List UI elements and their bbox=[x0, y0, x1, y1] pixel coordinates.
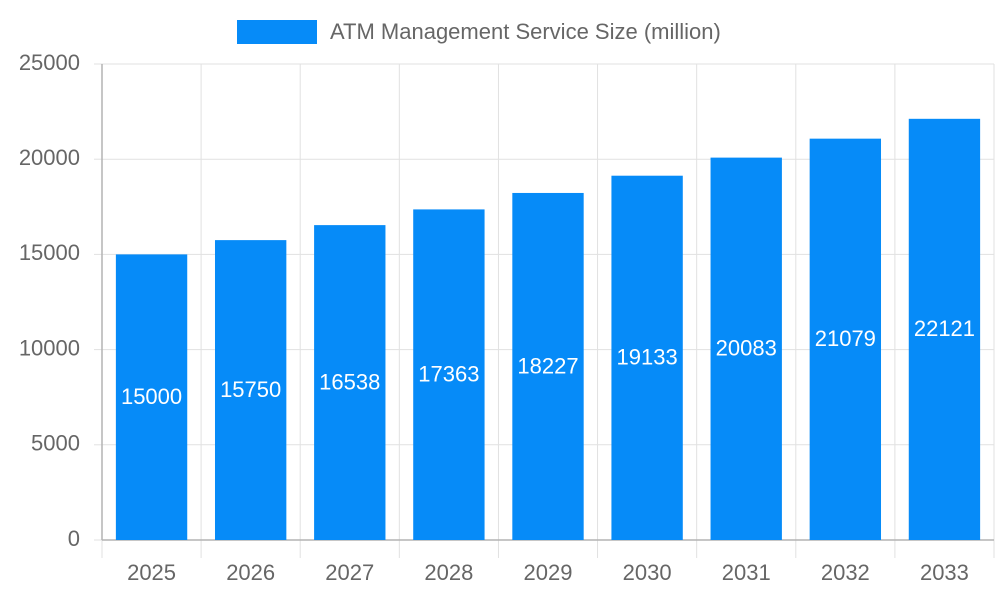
data-label: 18227 bbox=[517, 353, 578, 378]
x-tick-label: 2025 bbox=[127, 560, 176, 585]
legend: ATM Management Service Size (million) bbox=[237, 19, 721, 44]
data-label: 21079 bbox=[815, 326, 876, 351]
bar bbox=[314, 225, 386, 540]
y-tick-label: 25000 bbox=[19, 50, 80, 75]
y-tick-label: 0 bbox=[68, 526, 80, 551]
x-tick-label: 2026 bbox=[226, 560, 275, 585]
bar bbox=[908, 118, 981, 540]
y-tick-label: 10000 bbox=[19, 335, 80, 360]
data-label: 17363 bbox=[418, 362, 479, 387]
data-label: 19133 bbox=[617, 345, 678, 370]
data-label: 20083 bbox=[716, 336, 777, 361]
bar bbox=[611, 175, 683, 540]
data-label: 15000 bbox=[121, 384, 182, 409]
x-tick-label: 2032 bbox=[821, 560, 870, 585]
data-label: 22121 bbox=[914, 316, 975, 341]
bar bbox=[710, 157, 782, 540]
data-label: 16538 bbox=[319, 369, 380, 394]
x-tick-label: 2030 bbox=[623, 560, 672, 585]
x-tick-label: 2031 bbox=[722, 560, 771, 585]
bar bbox=[115, 254, 188, 540]
x-tick-label: 2029 bbox=[524, 560, 573, 585]
y-tick-label: 15000 bbox=[19, 240, 80, 265]
x-tick-label: 2028 bbox=[424, 560, 473, 585]
x-tick-label: 2027 bbox=[325, 560, 374, 585]
bar bbox=[214, 240, 287, 540]
bar bbox=[413, 209, 485, 540]
legend-swatch bbox=[237, 20, 317, 44]
legend-label: ATM Management Service Size (million) bbox=[330, 19, 721, 44]
data-label: 15750 bbox=[220, 377, 281, 402]
bar bbox=[809, 138, 882, 541]
x-tick-label: 2033 bbox=[920, 560, 969, 585]
bar bbox=[512, 192, 584, 540]
y-tick-label: 20000 bbox=[19, 145, 80, 170]
y-tick-label: 5000 bbox=[31, 431, 80, 456]
